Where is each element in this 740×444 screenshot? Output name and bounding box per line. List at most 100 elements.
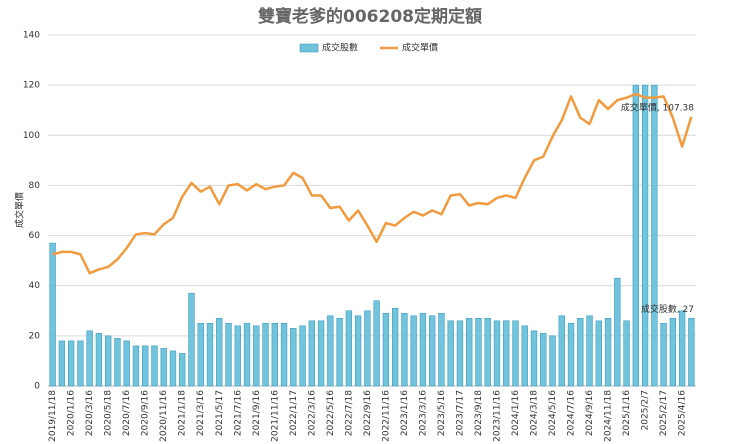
bar <box>373 300 380 387</box>
bar <box>419 312 427 387</box>
x-tick-label: 2020/3/16 <box>85 390 95 436</box>
x-tick-label: 2021/11/16 <box>270 390 280 442</box>
x-tick-label: 2019/11/18 <box>48 390 58 442</box>
bar <box>271 323 278 387</box>
bar <box>86 330 93 387</box>
chart-title: 雙寶老爹的006208定期定額 <box>258 6 482 27</box>
bar <box>586 315 593 387</box>
y-tick-label: 20 <box>29 331 41 341</box>
bar <box>345 310 353 387</box>
bar <box>475 318 482 387</box>
bar <box>160 348 167 387</box>
x-tick-label: 2023/3/16 <box>418 390 428 436</box>
bar <box>641 84 649 387</box>
x-tick-label: 2022/9/16 <box>363 390 373 436</box>
y-tick-label: 60 <box>29 231 41 241</box>
bar <box>95 333 103 387</box>
bar <box>67 340 75 387</box>
x-tick-label: 2023/9/18 <box>474 390 484 436</box>
bar <box>243 323 251 387</box>
x-tick-label: 2023/11/16 <box>492 390 502 442</box>
bar <box>364 310 371 387</box>
bar <box>151 345 158 387</box>
x-tick-label: 2023/7/17 <box>455 390 465 436</box>
x-tick-label: 2022/3/16 <box>307 390 317 436</box>
bar <box>429 315 436 387</box>
x-tick-label: 2023/5/16 <box>437 390 447 436</box>
x-tick-label: 2022/1/17 <box>289 390 299 436</box>
x-tick-label: 2025/4/16 <box>678 390 688 436</box>
x-tick-label: 2022/7/18 <box>344 390 354 436</box>
bar <box>49 242 56 387</box>
x-tick-label: 2023/1/16 <box>400 390 410 436</box>
legend-swatch <box>299 43 319 53</box>
x-tick-label: 2021/1/18 <box>178 390 188 436</box>
x-tick-label: 2024/5/16 <box>548 390 558 436</box>
x-tick-label: 2022/5/16 <box>326 390 336 436</box>
x-tick-label: 2024/9/16 <box>585 390 595 436</box>
bar <box>391 307 399 387</box>
bar <box>354 315 362 387</box>
x-tick-label: 2025/2/7 <box>641 390 651 430</box>
bar <box>253 325 260 387</box>
bar <box>688 318 695 387</box>
x-tick-label: 2021/3/16 <box>196 390 206 436</box>
bar <box>660 323 667 387</box>
x-tick-label: 2024/11/18 <box>604 390 614 442</box>
y-tick-label: 0 <box>34 382 40 392</box>
bar <box>197 323 204 387</box>
bar <box>169 350 177 387</box>
bar <box>114 338 121 387</box>
x-tick-label: 2020/9/16 <box>141 390 151 436</box>
x-tick-label: 2024/3/18 <box>530 390 540 436</box>
bar <box>123 340 130 387</box>
bar <box>512 320 519 387</box>
bar <box>142 345 149 387</box>
x-tick-label: 2022/11/16 <box>381 390 391 442</box>
bar <box>225 323 232 387</box>
bar <box>651 84 658 387</box>
bar <box>132 345 140 387</box>
bar <box>503 320 510 387</box>
bar <box>567 323 575 387</box>
x-tick-label: 2020/7/16 <box>122 390 132 436</box>
y-tick-label: 120 <box>23 81 40 91</box>
bar <box>493 320 501 387</box>
bar <box>234 325 241 387</box>
bar <box>105 335 112 387</box>
bar <box>456 320 464 387</box>
x-tick-label: 2020/11/16 <box>159 390 169 442</box>
bar <box>678 310 686 387</box>
bar <box>623 320 630 387</box>
x-tick-label: 2021/7/16 <box>233 390 243 436</box>
bar <box>308 320 315 387</box>
y-axis-label: 成交單價 <box>14 192 26 228</box>
bar <box>262 323 269 387</box>
bar <box>604 318 612 387</box>
bar <box>614 277 621 387</box>
line <box>52 92 693 275</box>
value-label: 成交股數, 27 <box>641 303 694 315</box>
bar <box>290 328 297 387</box>
bar <box>521 325 528 387</box>
bar <box>216 318 223 387</box>
bar <box>382 312 390 387</box>
bar <box>336 318 343 387</box>
bar <box>188 292 195 387</box>
bar <box>595 320 602 387</box>
bar <box>438 312 445 387</box>
bar <box>669 318 677 387</box>
x-tick-label: 2024/1/16 <box>511 390 521 436</box>
bar <box>327 315 334 387</box>
bar <box>77 340 84 387</box>
legend-label: 成交股數 <box>322 42 358 54</box>
bar <box>466 318 473 387</box>
x-tick-label: 2021/9/16 <box>252 390 262 436</box>
bar <box>530 330 538 387</box>
bar <box>484 318 491 387</box>
bar <box>447 320 454 387</box>
bar <box>577 318 584 387</box>
x-tick-label: 2020/5/18 <box>104 390 114 436</box>
y-tick-label: 80 <box>29 181 41 191</box>
